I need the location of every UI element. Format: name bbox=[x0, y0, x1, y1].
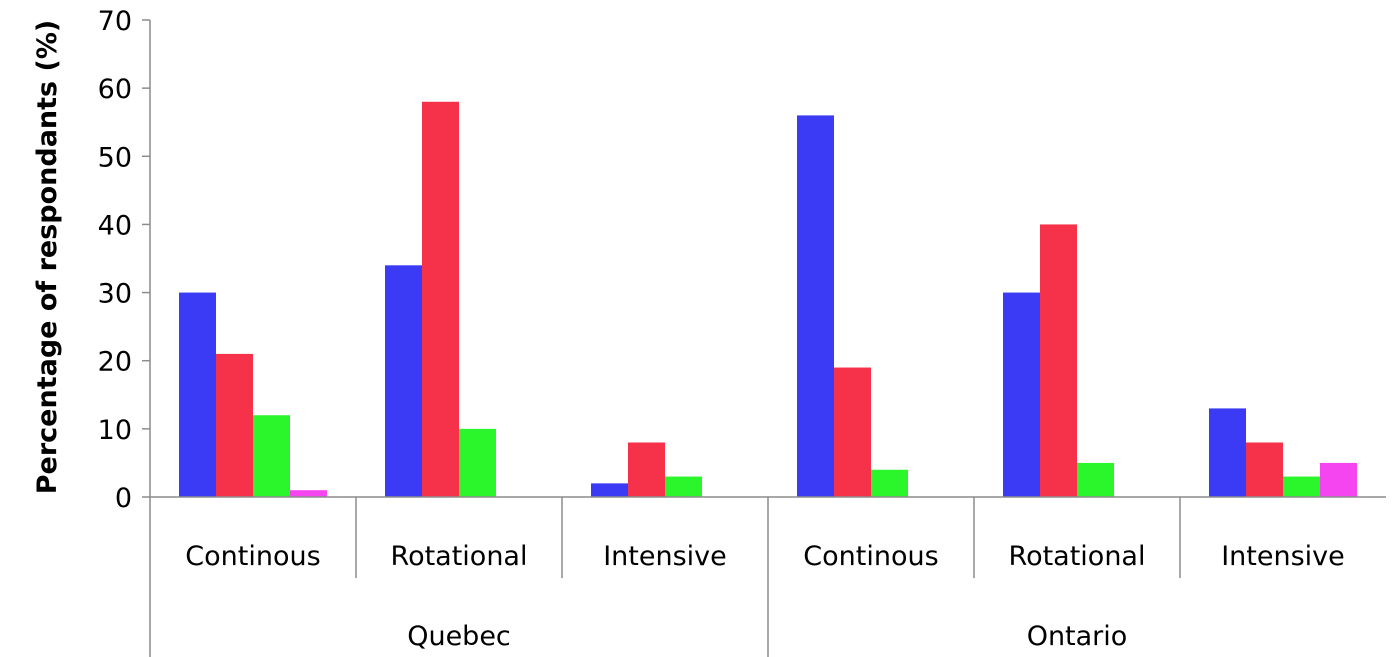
x-group-label: Quebec bbox=[407, 621, 511, 652]
y-axis-label: Percentage of respondants (%) bbox=[32, 20, 63, 495]
x-category-label: Continous bbox=[185, 541, 320, 572]
y-axis-ticks: 0 10 20 30 40 50 60 70 bbox=[98, 6, 151, 514]
bar bbox=[1209, 408, 1246, 497]
bar bbox=[1320, 462, 1357, 497]
bar bbox=[871, 469, 908, 497]
y-tick-label: 70 bbox=[98, 6, 132, 37]
x-axis: Continous Rotational Intensive Continous Rot… bbox=[149, 496, 1386, 657]
bar bbox=[385, 265, 422, 497]
x-category-label: Intensive bbox=[603, 541, 727, 572]
bar bbox=[1246, 442, 1283, 497]
y-tick-label: 30 bbox=[98, 279, 132, 310]
y-tick-label: 40 bbox=[98, 210, 132, 241]
bar bbox=[253, 415, 290, 497]
bar bbox=[1283, 476, 1320, 497]
bar bbox=[1040, 224, 1077, 497]
bar bbox=[290, 490, 327, 497]
bar bbox=[1077, 462, 1114, 497]
bar bbox=[665, 476, 702, 497]
y-tick-label: 50 bbox=[98, 142, 132, 173]
y-tick-label: 0 bbox=[115, 483, 132, 514]
bar bbox=[834, 367, 871, 497]
bar bbox=[422, 101, 459, 498]
bar bbox=[797, 115, 834, 498]
bar bbox=[179, 292, 216, 497]
bar bbox=[628, 442, 665, 497]
x-category-label: Rotational bbox=[391, 541, 528, 572]
y-tick-label: 20 bbox=[98, 347, 132, 378]
y-tick-label: 10 bbox=[98, 415, 132, 446]
bar bbox=[591, 483, 628, 497]
x-category-label: Continous bbox=[803, 541, 938, 572]
bar bbox=[216, 353, 253, 497]
x-category-label: Rotational bbox=[1009, 541, 1146, 572]
bars bbox=[179, 101, 1357, 498]
x-category-label: Intensive bbox=[1221, 541, 1345, 572]
bar bbox=[1003, 292, 1040, 497]
y-tick-label: 60 bbox=[98, 74, 132, 105]
bar bbox=[459, 428, 496, 497]
x-group-label: Ontario bbox=[1027, 621, 1128, 652]
